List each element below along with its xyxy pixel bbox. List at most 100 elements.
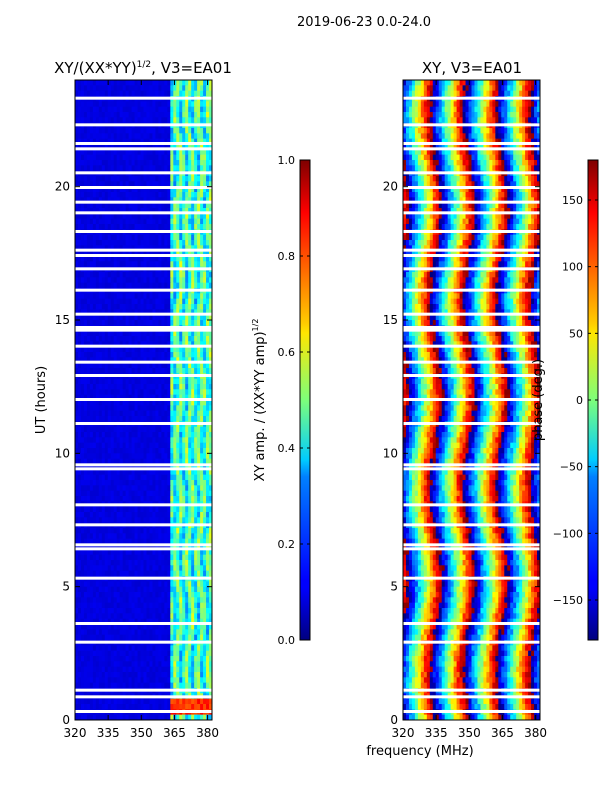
amp-cell <box>146 133 151 140</box>
amp-cell <box>134 90 139 97</box>
amp-cell <box>75 272 79 278</box>
amp-cell <box>119 464 124 470</box>
amp-cell <box>89 608 94 614</box>
amp-cell <box>158 245 162 252</box>
amp-cell <box>83 565 88 572</box>
amp-cell <box>75 405 79 412</box>
amp-cell <box>86 330 91 337</box>
amp-cell <box>134 261 139 268</box>
amp-cell <box>182 634 186 641</box>
amp-cell <box>119 405 124 412</box>
amp-cell <box>98 464 103 470</box>
amp-cell <box>95 197 100 204</box>
amp-cell <box>197 650 201 657</box>
amp-cell <box>149 133 154 140</box>
amp-cell <box>200 309 204 316</box>
amp-cell <box>101 453 106 460</box>
amp-cell <box>83 90 88 97</box>
amp-cell <box>77 272 82 278</box>
amp-cell <box>209 453 212 460</box>
amp-cell <box>197 154 201 161</box>
amp-cell <box>161 549 165 556</box>
amp-cell <box>197 80 201 86</box>
amp-cell <box>161 400 165 406</box>
amp-cell <box>95 298 100 305</box>
amp-cell <box>182 416 186 422</box>
amp-cell <box>92 586 97 593</box>
amp-cell <box>110 496 115 502</box>
amp-cell <box>107 224 112 230</box>
amp-cell <box>140 181 145 188</box>
amp-cell <box>113 581 118 588</box>
amp-cell <box>179 437 183 444</box>
amp-cell <box>164 90 168 97</box>
amp-cell <box>179 602 183 609</box>
amp-cell <box>119 453 124 460</box>
amp-cell <box>206 277 210 284</box>
amp-cell <box>209 298 212 305</box>
amp-cell <box>95 645 100 652</box>
amp-cell <box>206 261 210 268</box>
amp-cell <box>134 304 139 310</box>
amp-cell <box>140 352 145 358</box>
amp-cell <box>164 330 168 337</box>
amp-cell <box>104 378 109 385</box>
amp-cell <box>128 101 133 108</box>
amp-cell <box>203 474 207 481</box>
amp-cell <box>179 570 183 577</box>
amp-cell <box>116 448 121 454</box>
amp-cell <box>173 442 177 449</box>
amp-cell <box>164 400 168 406</box>
amp-cell <box>113 618 118 625</box>
amp-cell <box>152 570 157 577</box>
amp-cell <box>197 528 201 534</box>
amp-cell <box>170 544 174 550</box>
amp-cell <box>170 608 174 614</box>
amp-cell <box>86 490 91 497</box>
amp-cell <box>209 106 212 113</box>
amp-cell <box>170 357 174 364</box>
amp-cell <box>95 224 100 230</box>
amp-cell <box>131 629 136 636</box>
amp-cell <box>89 144 94 150</box>
amp-cell <box>116 458 121 465</box>
amp-cell <box>89 250 94 257</box>
amp-cell <box>75 149 79 156</box>
amp-cell <box>83 442 88 449</box>
amp-cell <box>125 437 130 444</box>
amp-cell <box>173 549 177 556</box>
amp-cell <box>152 256 157 262</box>
amp-cell <box>152 352 157 358</box>
amp-cell <box>107 85 112 92</box>
amp-cell <box>194 560 198 566</box>
amp-cell <box>155 186 159 193</box>
amp-cell <box>200 533 204 540</box>
amp-cell <box>203 613 207 620</box>
amp-cell <box>197 512 201 518</box>
amp-cell <box>176 224 180 230</box>
amp-cell <box>125 352 130 358</box>
amp-cell <box>185 293 189 300</box>
amp-cell <box>173 90 177 97</box>
amp-cell <box>209 469 212 476</box>
amp-cell <box>206 469 210 476</box>
amp-cell <box>80 154 85 161</box>
amp-cell <box>173 282 177 289</box>
amp-cell <box>80 144 85 150</box>
amp-cell <box>113 90 118 97</box>
amp-cell <box>140 357 145 364</box>
amp-cell <box>155 293 159 300</box>
amp-cell <box>203 224 207 230</box>
amp-cell <box>176 304 180 310</box>
amp-cell <box>203 336 207 342</box>
amp-cell <box>92 394 97 401</box>
amp-cell <box>209 293 212 300</box>
amp-cell <box>116 528 121 534</box>
amp-cell <box>158 480 162 486</box>
amp-cell <box>203 90 207 97</box>
amp-cell <box>92 496 97 502</box>
amp-cell <box>140 586 145 593</box>
amp-cell <box>173 512 177 518</box>
amp-cell <box>149 517 154 524</box>
amp-cell <box>194 618 198 625</box>
